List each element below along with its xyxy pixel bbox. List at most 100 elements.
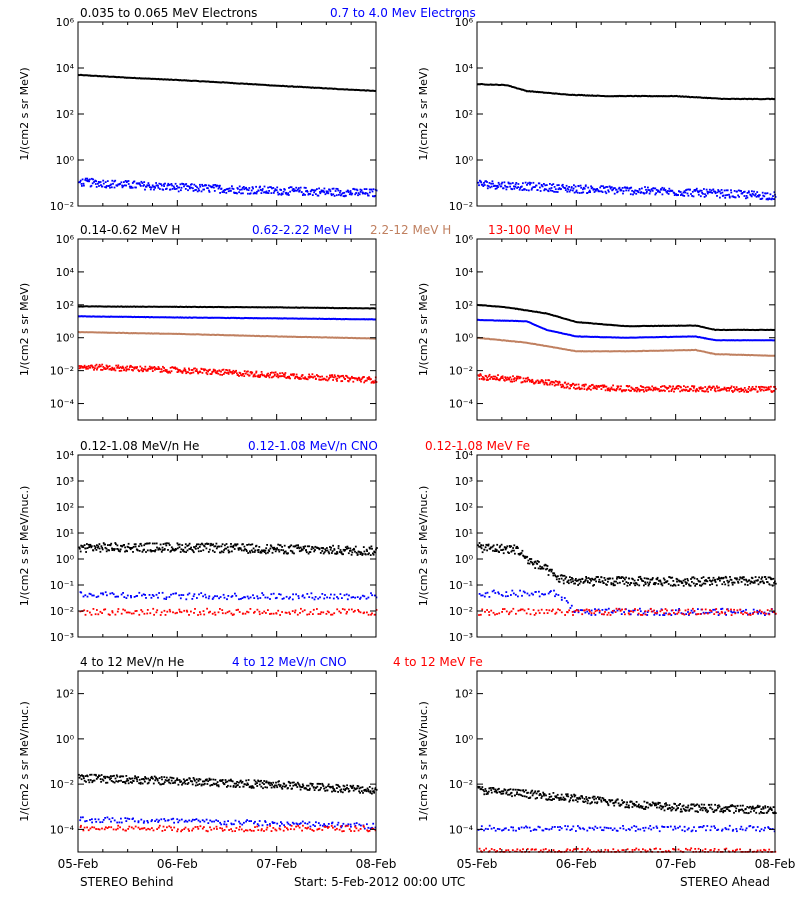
data-point [594, 189, 597, 192]
data-point [663, 612, 665, 615]
data-point [578, 796, 581, 799]
data-point [222, 368, 225, 371]
series-1 [78, 773, 378, 795]
data-point [87, 829, 90, 832]
data-point [136, 778, 138, 781]
data-point [609, 389, 611, 392]
data-point [357, 194, 359, 197]
data-point [161, 591, 164, 594]
data-point [501, 594, 504, 597]
data-point [575, 609, 578, 611]
data-point [612, 582, 615, 585]
data-point [702, 806, 704, 809]
data-point [192, 551, 195, 554]
data-point [338, 828, 341, 831]
data-point [514, 788, 517, 791]
data-point [264, 786, 267, 789]
data-point [542, 380, 544, 382]
data-point [334, 552, 336, 555]
data-point [192, 777, 195, 779]
data-point [369, 554, 372, 556]
data-point [314, 549, 316, 551]
data-point [301, 786, 304, 788]
data-point [167, 182, 170, 185]
data-point [80, 778, 83, 781]
data-point [326, 789, 329, 792]
data-point [83, 366, 86, 369]
data-point [584, 580, 586, 583]
data-point [199, 183, 201, 186]
data-point [716, 195, 718, 197]
data-point [137, 776, 140, 778]
data-point [685, 809, 688, 812]
data-point [83, 544, 86, 546]
data-point [344, 825, 347, 828]
data-point [581, 795, 583, 798]
data-point [363, 611, 366, 614]
data-point [496, 850, 498, 852]
data-point [310, 592, 313, 595]
data-point [539, 565, 541, 568]
data-point [632, 193, 634, 196]
data-point [627, 385, 630, 388]
data-point [525, 789, 527, 792]
data-point [80, 824, 82, 827]
data-point [348, 790, 351, 792]
data-point [272, 192, 275, 194]
data-point [333, 612, 336, 615]
data-point [144, 780, 146, 783]
data-point [662, 389, 665, 392]
data-point [223, 596, 226, 599]
data-point [309, 828, 312, 830]
data-point [306, 593, 309, 595]
data-point [513, 377, 516, 379]
y-tick-label: 10⁻⁴ [449, 398, 474, 411]
data-point [658, 806, 661, 809]
data-point [110, 183, 112, 186]
data-point [217, 187, 220, 190]
data-point [230, 596, 233, 598]
data-point [212, 782, 215, 785]
data-point [545, 794, 547, 797]
data-point [155, 611, 158, 614]
data-point [524, 557, 526, 559]
data-point [586, 849, 589, 851]
data-point [138, 182, 141, 185]
data-point [602, 797, 605, 800]
data-point [722, 576, 725, 579]
data-point [482, 544, 484, 547]
data-point [105, 186, 108, 189]
data-point [582, 581, 585, 583]
data-point [108, 549, 110, 552]
data-point [153, 542, 156, 545]
data-point [355, 377, 358, 380]
data-point [212, 778, 215, 781]
data-point [188, 830, 190, 832]
data-point [312, 547, 315, 550]
data-point [336, 377, 339, 380]
data-point [169, 776, 172, 779]
data-point [543, 793, 546, 795]
data-point [544, 593, 546, 596]
data-point [667, 807, 669, 810]
data-point [555, 383, 557, 386]
data-point [687, 611, 689, 613]
data-point [722, 194, 725, 197]
data-point [672, 385, 674, 388]
data-point [664, 386, 667, 389]
data-point [365, 597, 368, 600]
data-point [675, 194, 678, 197]
data-point [585, 796, 588, 798]
data-point [575, 830, 577, 832]
data-point [146, 549, 149, 552]
data-point [669, 613, 671, 615]
data-point [225, 543, 228, 545]
data-point [300, 375, 303, 378]
data-point [712, 608, 715, 611]
data-point [621, 608, 623, 611]
data-point [657, 803, 659, 805]
data-point [180, 186, 183, 189]
data-point [769, 577, 772, 580]
data-point [648, 388, 650, 391]
data-point [82, 829, 85, 832]
